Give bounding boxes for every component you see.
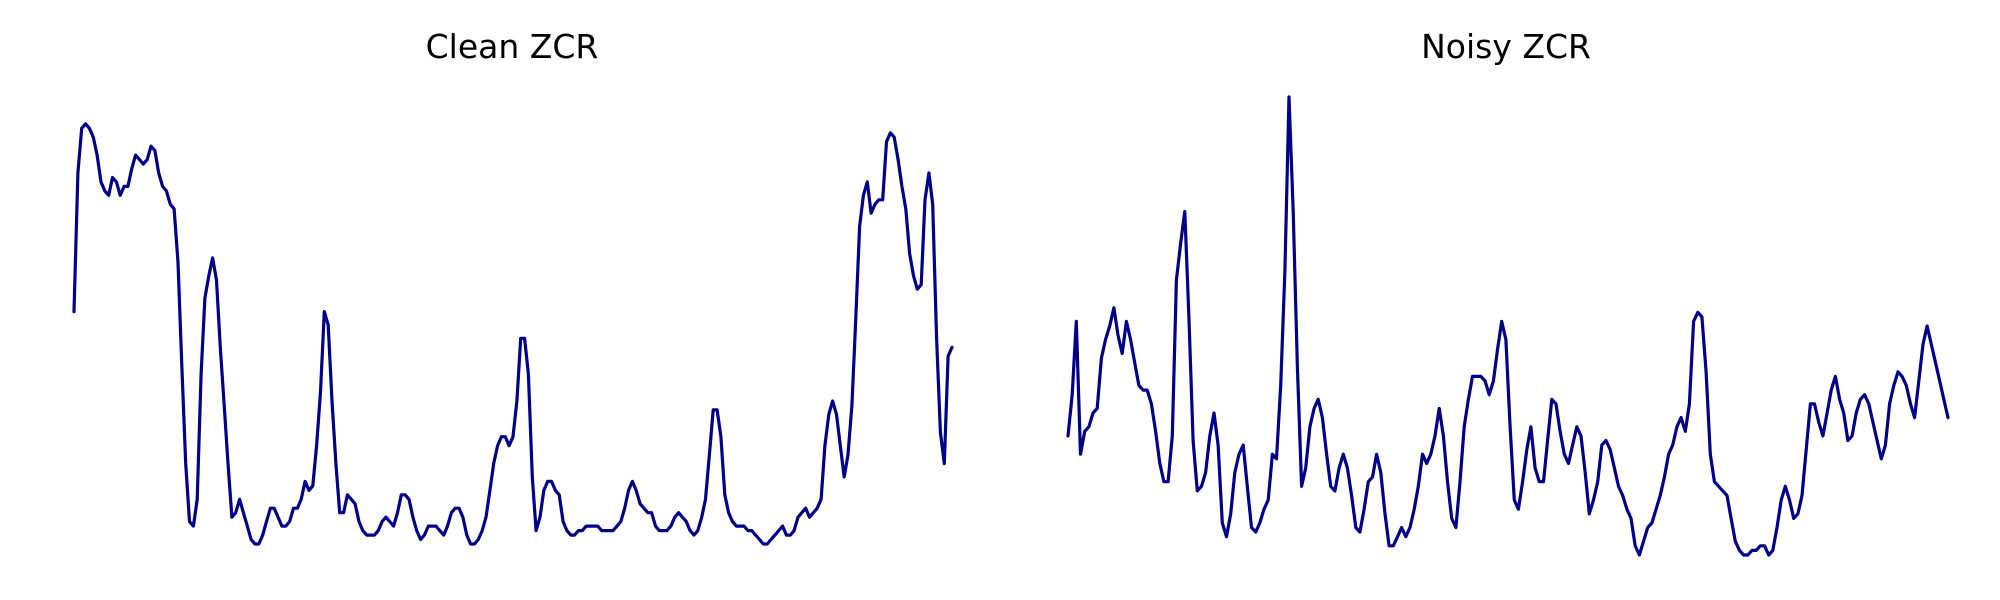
noisy-zcr-panel: Noisy ZCR bbox=[1066, 27, 1950, 557]
noisy-zcr-title: Noisy ZCR bbox=[1421, 27, 1591, 66]
clean-zcr-line bbox=[72, 122, 954, 546]
noisy-zcr-line bbox=[1066, 95, 1950, 557]
clean-zcr-panel: Clean ZCR bbox=[72, 27, 954, 546]
clean-zcr-title: Clean ZCR bbox=[426, 27, 599, 66]
